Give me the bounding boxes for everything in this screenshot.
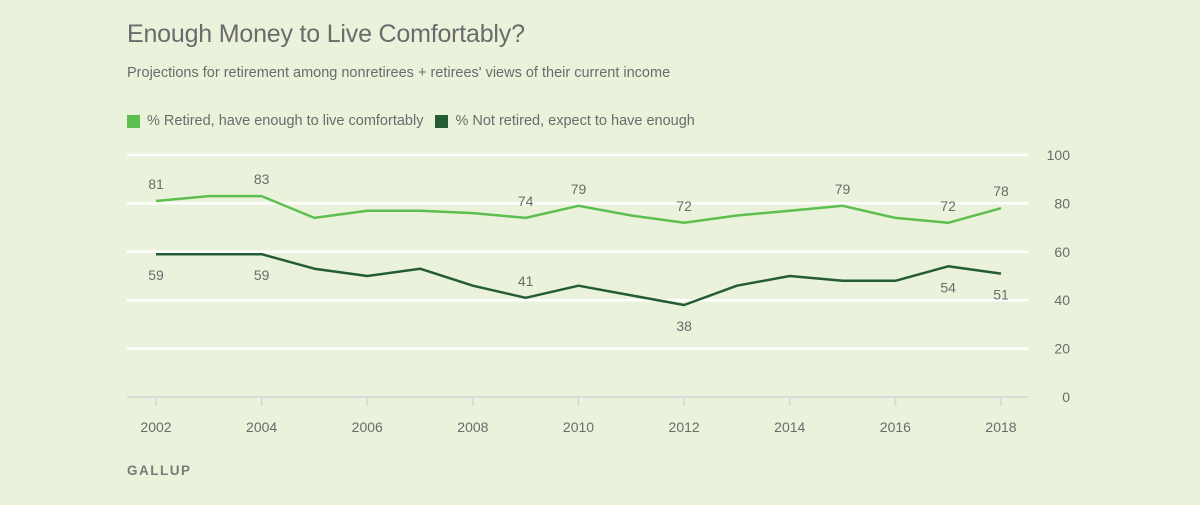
data-label: 72 xyxy=(676,198,692,214)
x-tick-label: 2004 xyxy=(246,419,277,435)
y-tick-label: 40 xyxy=(1054,292,1070,308)
y-tick-label: 100 xyxy=(1047,147,1071,163)
data-label: 72 xyxy=(940,198,956,214)
x-tick-label: 2002 xyxy=(140,419,171,435)
chart-subtitle: Projections for retirement among nonreti… xyxy=(127,65,671,81)
legend-label-not-retired: % Not retired, expect to have enough xyxy=(455,113,695,129)
legend-swatch-not-retired xyxy=(435,114,449,128)
data-label: 51 xyxy=(993,287,1009,303)
y-tick-label: 80 xyxy=(1054,195,1070,211)
x-axis: 2002 2004 2006 2008 2010 2012 2014 2016 2018 xyxy=(127,396,1028,435)
data-label: 38 xyxy=(676,318,692,334)
series-line-retired xyxy=(155,194,1002,225)
series-lines xyxy=(155,194,1002,307)
legend-label-retired: % Retired, have enough to live comfortab… xyxy=(147,113,424,129)
data-label: 79 xyxy=(835,181,851,197)
x-tick-label: 2016 xyxy=(880,419,911,435)
data-label: 83 xyxy=(254,171,270,187)
data-label: 54 xyxy=(940,279,956,295)
data-label: 81 xyxy=(148,176,164,192)
x-tick-label: 2012 xyxy=(669,419,700,435)
data-label: 79 xyxy=(571,181,587,197)
legend-item-retired[interactable]: % Retired, have enough to live comfortab… xyxy=(127,113,423,129)
legend-swatch-retired xyxy=(127,114,140,128)
data-label: 78 xyxy=(993,183,1009,199)
data-label: 59 xyxy=(254,267,270,283)
y-axis-ticks: 0 20 40 60 80 100 xyxy=(1047,147,1071,405)
legend-item-not-retired[interactable]: % Not retired, expect to have enough xyxy=(435,113,695,129)
legend: % Retired, have enough to live comfortab… xyxy=(127,113,707,129)
x-tick-label: 2018 xyxy=(985,419,1016,435)
source-label: GALLUP xyxy=(127,463,192,478)
chart-title: Enough Money to Live Comfortably? xyxy=(127,20,525,48)
x-tick-label: 2008 xyxy=(457,419,488,435)
data-labels: 81 83 74 79 72 79 72 78 59 59 41 38 54 51 xyxy=(148,171,1009,334)
x-tick-label: 2014 xyxy=(774,419,805,435)
data-label: 59 xyxy=(148,267,164,283)
y-tick-label: 60 xyxy=(1054,244,1070,260)
data-label: 41 xyxy=(518,273,534,289)
y-tick-label: 20 xyxy=(1054,341,1070,357)
x-tick-label: 2006 xyxy=(352,419,383,435)
y-tick-label: 0 xyxy=(1062,389,1070,405)
series-line-not-retired xyxy=(156,252,1002,307)
gridlines xyxy=(127,153,1028,350)
x-tick-label: 2010 xyxy=(563,419,594,435)
data-label: 74 xyxy=(518,193,534,209)
